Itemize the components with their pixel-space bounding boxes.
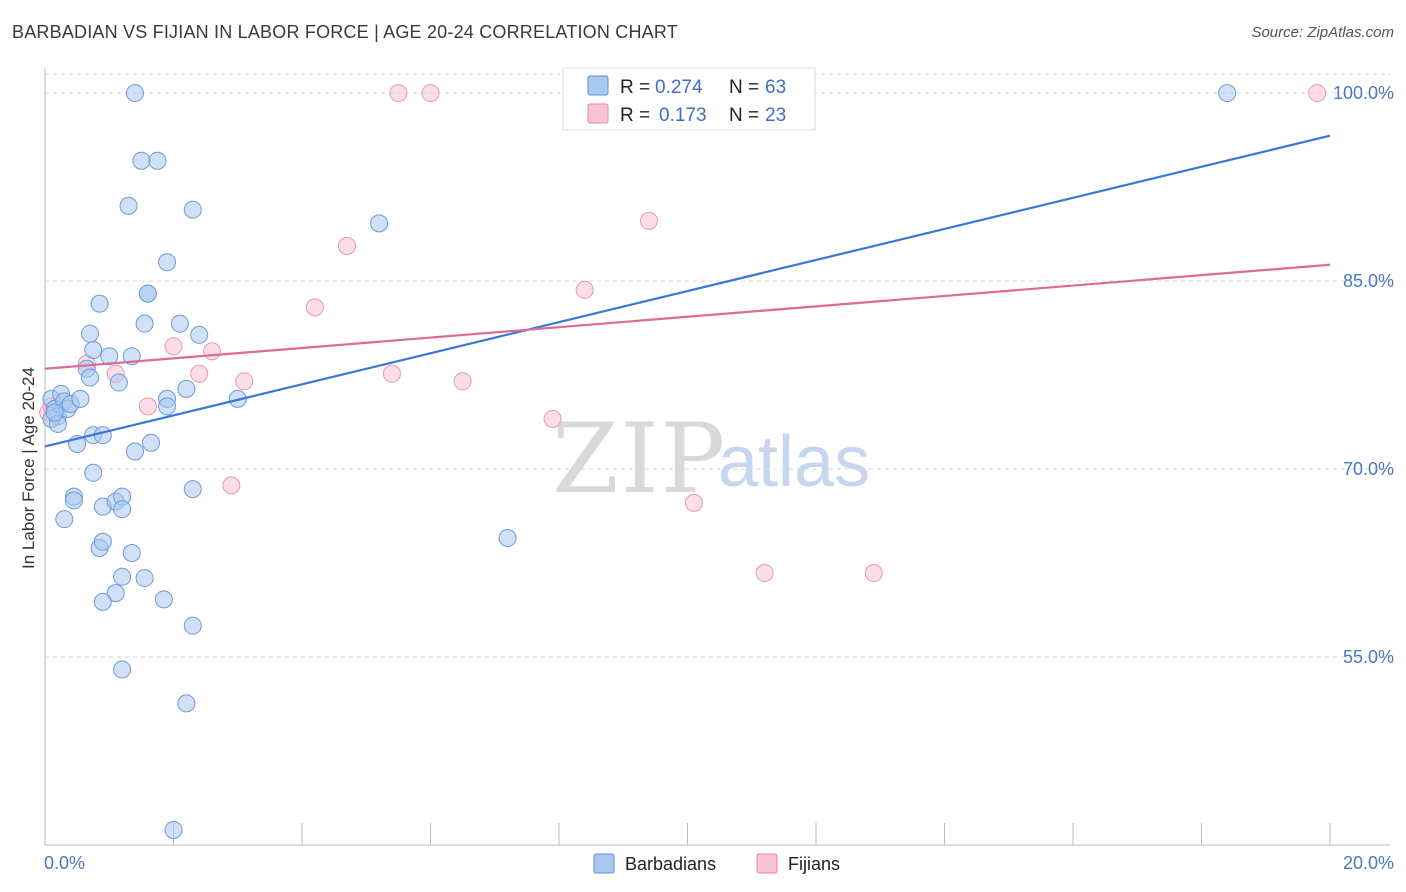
barbadian-point xyxy=(45,403,64,422)
chart-title: BARBADIAN VS FIJIAN IN LABOR FORCE | AGE… xyxy=(12,22,678,42)
barbadian-point xyxy=(71,389,90,408)
fijian-point xyxy=(575,280,594,299)
barbadian-point xyxy=(135,569,154,588)
barbadian-point xyxy=(93,532,112,551)
barbadian-point xyxy=(100,347,119,366)
fijian-point xyxy=(138,397,157,416)
legend-r-label-barbadians: R = xyxy=(620,77,650,98)
legend-n-label-barbadians: N = xyxy=(729,77,759,98)
fijian-point xyxy=(190,364,209,383)
y-tick-label: 100.0% xyxy=(1333,83,1394,103)
barbadian-point xyxy=(125,84,144,103)
barbadian-point xyxy=(113,567,132,586)
watermark-atlas: atlas xyxy=(718,422,870,502)
series-legend: Barbadians Fijians xyxy=(593,853,840,874)
correlation-legend: R = 0.274 N = 63 R = 0.173 N = 23 xyxy=(562,67,816,131)
barbadian-point xyxy=(90,294,109,313)
legend-r-label-fijians: R = xyxy=(620,105,650,126)
y-tick-label: 85.0% xyxy=(1343,271,1394,291)
barbadian-point xyxy=(135,314,154,333)
fijian-point xyxy=(639,211,658,230)
barbadian-point xyxy=(138,284,157,303)
barbadian-point xyxy=(109,373,128,392)
barbadian-point xyxy=(170,314,189,333)
trend-lines xyxy=(44,134,1331,448)
legend-swatch-barbadians xyxy=(587,75,609,96)
barbadian-point xyxy=(183,616,202,635)
barbadian-point xyxy=(158,397,177,416)
barbadian-point xyxy=(93,426,112,445)
barbadian-point xyxy=(498,528,517,547)
fijian-point xyxy=(337,236,356,255)
barbadian-point xyxy=(183,200,202,219)
fijian-point xyxy=(222,476,241,495)
barbadian-point xyxy=(80,368,99,387)
fijian-point xyxy=(755,564,774,583)
barbadian-point xyxy=(113,500,132,519)
barbadian-point xyxy=(80,324,99,343)
barbadian-point xyxy=(177,379,196,398)
fijian-point xyxy=(421,84,440,103)
barbadian-point xyxy=(370,214,389,233)
bottom-legend-label-barbadians: Barbadians xyxy=(625,854,716,874)
barbadian-point xyxy=(177,694,196,713)
axes xyxy=(44,68,1390,846)
bottom-legend-swatch-barbadians xyxy=(593,853,615,874)
legend-r-value-barbadians: 0.274 xyxy=(655,77,703,98)
legend-n-label-fijians: N = xyxy=(729,105,759,126)
bottom-legend-label-fijians: Fijians xyxy=(788,854,840,874)
fijian-point xyxy=(1308,84,1327,103)
fijian-point xyxy=(164,337,183,356)
x-tick-label-end: 20.0% xyxy=(1343,853,1394,873)
source-credit: Source: ZipAtlas.com xyxy=(1251,24,1394,41)
fijian-point xyxy=(684,493,703,512)
fijian-point xyxy=(203,342,222,361)
watermark: ZIP atlas xyxy=(552,403,870,515)
bottom-legend-swatch-fijians xyxy=(756,853,778,874)
barbadian-point xyxy=(183,480,202,499)
barbadian-point xyxy=(154,590,173,609)
fijians-trend-line xyxy=(44,263,1331,370)
barbadian-point xyxy=(113,660,132,679)
gridlines xyxy=(45,73,1390,658)
fijian-point xyxy=(235,372,254,391)
barbadian-point xyxy=(93,592,112,611)
barbadian-point xyxy=(55,510,74,529)
barbadian-point xyxy=(164,820,183,839)
barbadian-point xyxy=(132,151,151,170)
barbadians-trend-line xyxy=(44,134,1331,448)
barbadian-point xyxy=(119,196,138,215)
barbadian-point xyxy=(1218,84,1237,103)
barbadian-point xyxy=(106,584,125,603)
legend-n-value-barbadians: 63 xyxy=(765,77,786,98)
x-tick-label-start: 0.0% xyxy=(44,853,85,873)
fijian-point xyxy=(305,298,324,317)
y-tick-label: 55.0% xyxy=(1343,647,1394,667)
barbadian-point xyxy=(64,491,83,510)
barbadian-point xyxy=(142,433,161,452)
y-tick-label: 70.0% xyxy=(1343,459,1394,479)
fijian-point xyxy=(543,409,562,428)
legend-r-value-fijians: 0.173 xyxy=(659,105,707,126)
barbadian-point xyxy=(158,253,177,272)
barbadian-point xyxy=(84,340,103,359)
barbadian-point xyxy=(125,442,144,461)
fijian-point xyxy=(389,84,408,103)
barbadian-point xyxy=(190,325,209,344)
tick-labels: 55.0% 70.0% 85.0% 100.0% 0.0% 20.0% xyxy=(44,83,1394,873)
fijian-point xyxy=(382,364,401,383)
barbadian-point xyxy=(122,543,141,562)
fijian-point xyxy=(453,372,472,391)
legend-swatch-fijians xyxy=(587,103,609,124)
barbadian-point xyxy=(84,463,103,482)
y-axis-label: In Labor Force | Age 20-24 xyxy=(19,367,38,569)
legend-n-value-fijians: 23 xyxy=(765,105,786,126)
barbadian-point xyxy=(148,151,167,170)
fijian-point xyxy=(864,564,883,583)
